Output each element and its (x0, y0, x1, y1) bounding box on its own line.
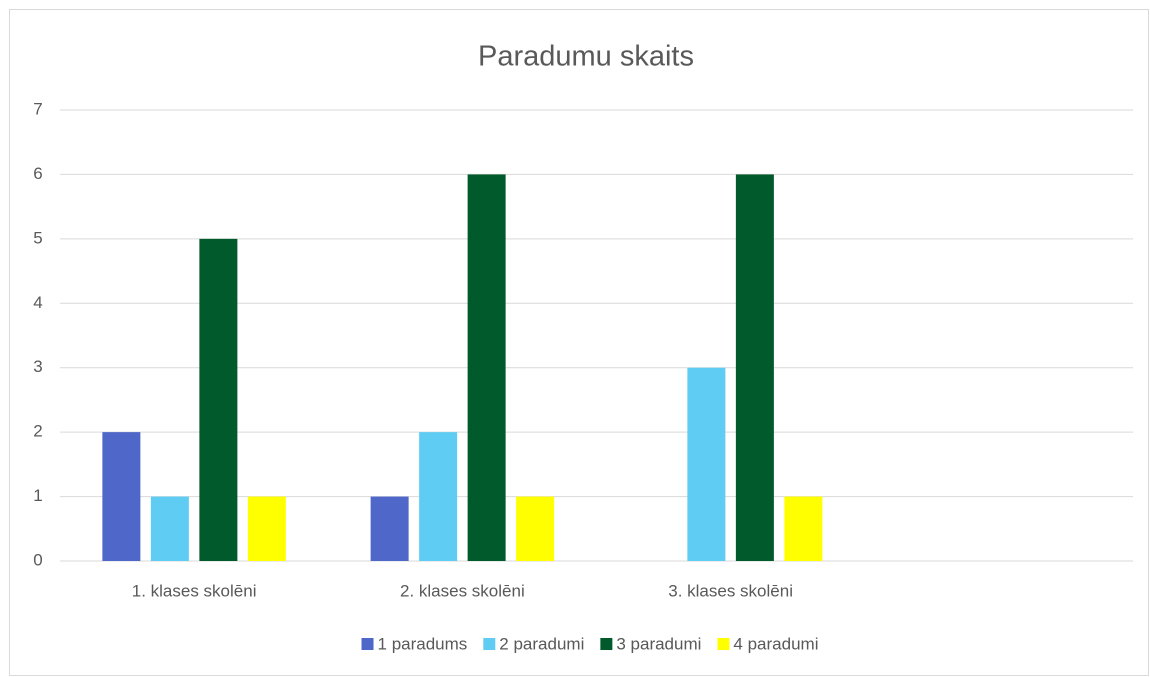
x-tick-label: 3. klases skolēni (668, 581, 793, 600)
bar (199, 238, 238, 561)
legend-swatch (717, 638, 730, 650)
bar (102, 432, 141, 561)
bar (150, 496, 189, 561)
legend-label: 1 paradums (378, 634, 468, 653)
y-tick-label: 7 (33, 99, 42, 118)
bar (370, 496, 409, 561)
legend-label: 2 paradumi (499, 634, 584, 653)
chart-title: Paradumu skaits (478, 41, 694, 73)
y-tick-label: 5 (33, 228, 42, 247)
bar (784, 496, 823, 561)
y-tick-label: 4 (33, 293, 42, 312)
y-tick-label: 2 (33, 422, 42, 441)
bar (735, 174, 774, 561)
chart-border (9, 9, 1149, 676)
legend-swatch (600, 638, 613, 650)
bar (247, 496, 286, 561)
x-tick-label: 1. klases skolēni (132, 581, 257, 600)
bar (687, 367, 726, 561)
legend-label: 3 paradumi (616, 634, 701, 653)
legend-swatch (483, 638, 496, 650)
y-tick-label: 6 (33, 164, 42, 183)
x-tick-label: 2. klases skolēni (400, 581, 525, 600)
legend-label: 4 paradumi (733, 634, 818, 653)
legend-swatch (361, 638, 374, 650)
y-tick-label: 1 (33, 486, 42, 505)
y-tick-label: 3 (33, 357, 42, 376)
bar (467, 174, 506, 561)
bar (516, 496, 555, 561)
y-tick-label: 0 (33, 550, 42, 569)
bar (419, 432, 458, 561)
